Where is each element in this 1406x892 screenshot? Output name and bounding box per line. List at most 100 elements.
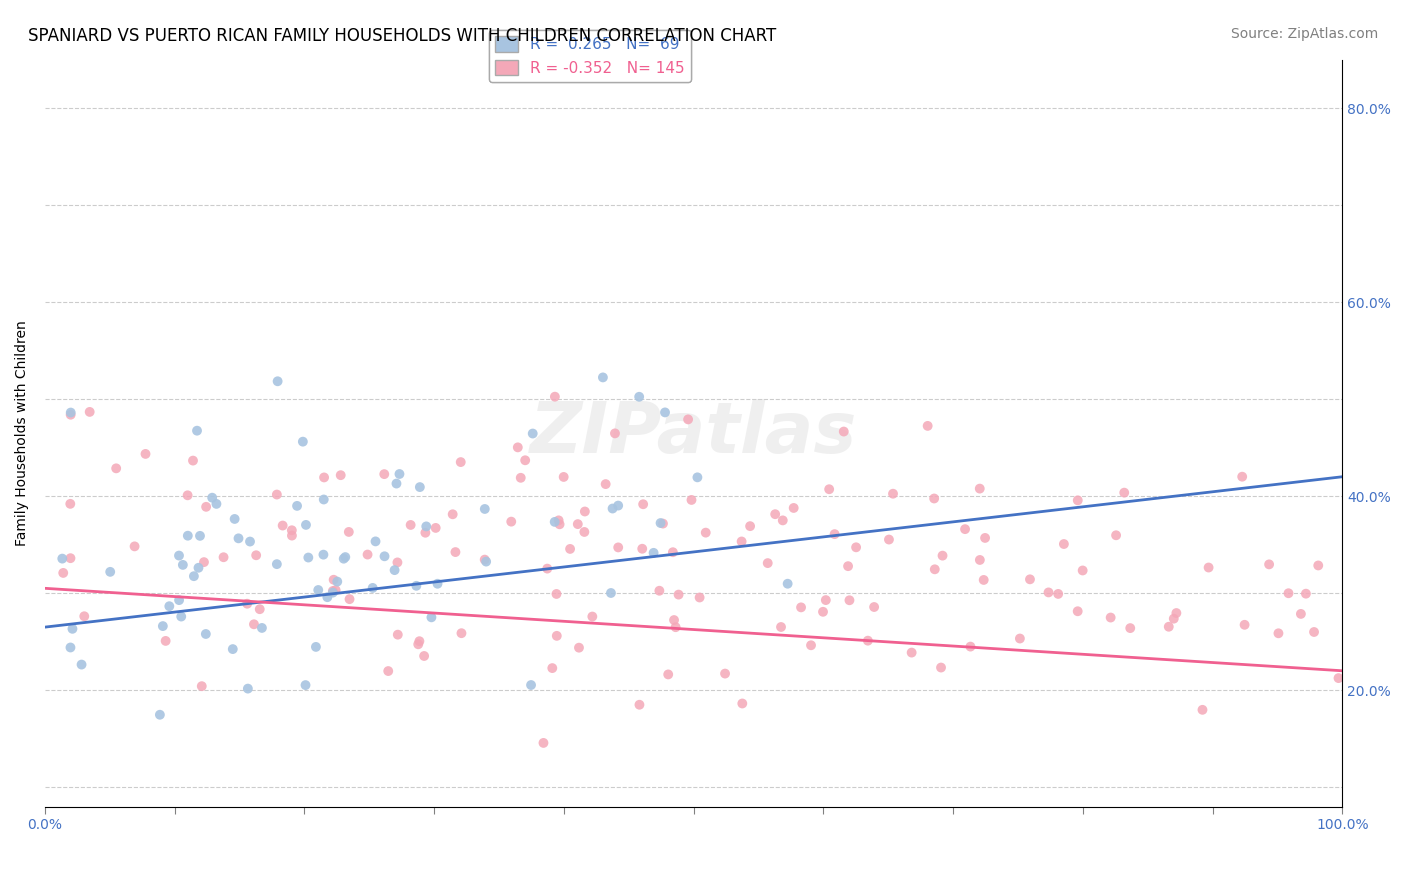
Point <box>79 405 101 419</box>
Point <box>567 517 589 532</box>
Point <box>676 412 699 426</box>
Point <box>387 556 409 570</box>
Point <box>1267 626 1289 640</box>
Point <box>399 518 422 533</box>
Point <box>686 470 709 484</box>
Point <box>405 579 427 593</box>
Point <box>364 534 387 549</box>
Point <box>312 492 335 507</box>
Point <box>1066 604 1088 618</box>
Point <box>877 533 900 547</box>
Point <box>544 515 567 529</box>
Point <box>361 581 384 595</box>
Point <box>506 441 529 455</box>
Point <box>406 637 429 651</box>
Point <box>602 501 624 516</box>
Point <box>281 528 304 542</box>
Point <box>450 455 472 469</box>
Point <box>193 555 215 569</box>
Point <box>281 523 304 537</box>
Point <box>631 541 654 556</box>
Point <box>501 515 523 529</box>
Y-axis label: Family Households with Children: Family Households with Children <box>15 320 30 546</box>
Point <box>581 609 603 624</box>
Point <box>547 513 569 527</box>
Point <box>574 524 596 539</box>
Point <box>1119 621 1142 635</box>
Point <box>838 593 860 607</box>
Point <box>385 476 408 491</box>
Point <box>628 698 651 712</box>
Point <box>155 634 177 648</box>
Point <box>205 497 228 511</box>
Point <box>222 642 245 657</box>
Point <box>681 492 703 507</box>
Point <box>329 468 352 483</box>
Point <box>553 470 575 484</box>
Point <box>546 629 568 643</box>
Point <box>212 550 235 565</box>
Point <box>194 627 217 641</box>
Point <box>105 461 128 475</box>
Point <box>515 453 537 467</box>
Point <box>776 576 799 591</box>
Point <box>1047 587 1070 601</box>
Point <box>228 532 250 546</box>
Point <box>1233 617 1256 632</box>
Point <box>662 545 685 559</box>
Point <box>1067 493 1090 508</box>
Point <box>59 640 82 655</box>
Point <box>546 587 568 601</box>
Point <box>305 640 328 654</box>
Point <box>509 471 531 485</box>
Point <box>195 500 218 514</box>
Point <box>856 633 879 648</box>
Point <box>1289 607 1312 621</box>
Point <box>250 621 273 635</box>
Point <box>73 609 96 624</box>
Point <box>668 588 690 602</box>
Point <box>183 569 205 583</box>
Point <box>533 736 555 750</box>
Point <box>172 558 194 572</box>
Point <box>149 707 172 722</box>
Point <box>59 406 82 420</box>
Point <box>541 661 564 675</box>
Point <box>662 613 685 627</box>
Point <box>628 390 651 404</box>
Point <box>98 565 121 579</box>
Point <box>170 609 193 624</box>
Point <box>544 390 567 404</box>
Point <box>124 540 146 554</box>
Point <box>326 574 349 589</box>
Point <box>1038 585 1060 599</box>
Point <box>236 597 259 611</box>
Point <box>917 418 939 433</box>
Text: Source: ZipAtlas.com: Source: ZipAtlas.com <box>1230 27 1378 41</box>
Legend: R =  0.265   N=  69, R = -0.352   N= 145: R = 0.265 N= 69, R = -0.352 N= 145 <box>489 30 690 82</box>
Point <box>1008 632 1031 646</box>
Point <box>763 507 786 521</box>
Point <box>243 617 266 632</box>
Point <box>409 480 432 494</box>
Point <box>953 522 976 536</box>
Point <box>568 640 591 655</box>
Point <box>740 519 762 533</box>
Point <box>969 482 991 496</box>
Point <box>188 529 211 543</box>
Point <box>595 477 617 491</box>
Point <box>201 491 224 505</box>
Point <box>335 550 357 565</box>
Point <box>882 486 904 500</box>
Point <box>322 584 344 599</box>
Point <box>1303 625 1326 640</box>
Point <box>974 531 997 545</box>
Point <box>425 521 447 535</box>
Point <box>824 527 846 541</box>
Point <box>769 620 792 634</box>
Point <box>1258 558 1281 572</box>
Point <box>969 553 991 567</box>
Point <box>157 599 180 614</box>
Point <box>441 508 464 522</box>
Point <box>450 626 472 640</box>
